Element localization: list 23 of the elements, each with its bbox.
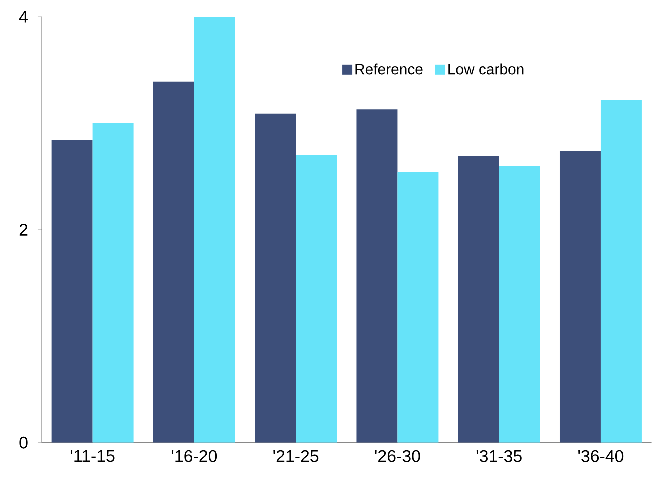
bar [296, 155, 338, 443]
bar [194, 17, 236, 443]
x-tick-label: '21-25 [274, 450, 319, 462]
bar [458, 156, 500, 443]
x-tick-label: '31-35 [476, 450, 522, 462]
bar [52, 140, 93, 443]
y-tick-label: 4 [19, 11, 28, 23]
y-tick-label: 0 [20, 436, 28, 449]
x-tick-label: '16-20 [172, 450, 218, 462]
bar [255, 114, 296, 443]
bar [560, 151, 601, 443]
x-tick-label: '36-40 [578, 450, 624, 462]
bar [499, 166, 540, 443]
x-tick-label: '11-15 [71, 450, 115, 462]
bar [600, 100, 642, 443]
legend-label: Low carbon [448, 64, 524, 75]
legend-label: Reference [356, 64, 423, 75]
y-tick-label: 2 [20, 224, 28, 236]
x-tick-label: '26-30 [375, 450, 420, 462]
bar [92, 124, 134, 443]
bar [356, 110, 398, 443]
bar [153, 82, 194, 443]
bar [398, 172, 439, 443]
